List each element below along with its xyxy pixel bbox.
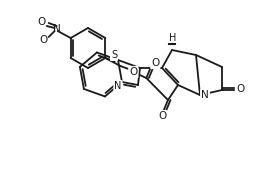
Text: O: O bbox=[37, 17, 46, 27]
Text: H: H bbox=[169, 33, 177, 43]
Text: O: O bbox=[40, 35, 48, 45]
Text: N: N bbox=[201, 90, 209, 100]
Text: O: O bbox=[236, 84, 244, 94]
Text: O: O bbox=[129, 67, 138, 77]
Text: S: S bbox=[111, 50, 117, 60]
Text: N: N bbox=[114, 81, 122, 91]
Text: O: O bbox=[158, 111, 166, 121]
Text: O: O bbox=[151, 58, 159, 68]
Text: N: N bbox=[53, 24, 60, 34]
